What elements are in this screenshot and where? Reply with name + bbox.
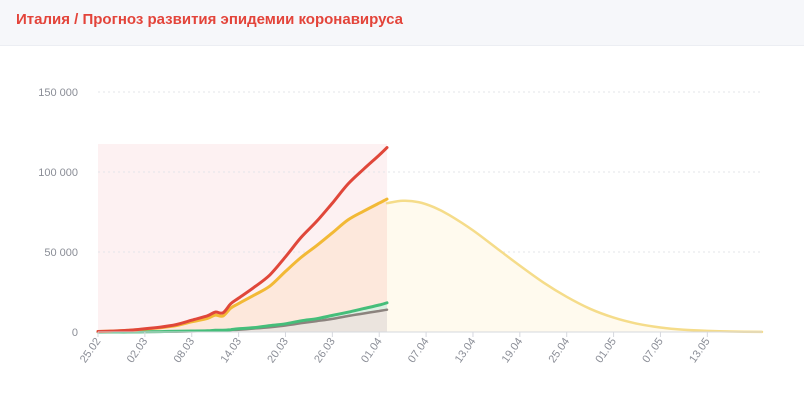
series-areas (98, 199, 762, 332)
x-tick-label: 13.04 (453, 336, 479, 365)
series-area-deaths (98, 309, 387, 332)
x-tick-label: 26.03 (312, 336, 338, 365)
grid-lines (98, 91, 762, 253)
x-tick-label: 25.04 (547, 336, 573, 365)
x-tick-label: 13.05 (687, 336, 713, 365)
x-tick-label: 08.03 (172, 336, 198, 365)
x-tick-label: 01.05 (593, 336, 619, 365)
y-axis-ticks: 0 50 000 100 000 150 000 (38, 87, 78, 339)
x-tick-label: 19.04 (500, 336, 526, 365)
x-tick-label: 14.03 (218, 336, 244, 365)
series-area-active (98, 199, 387, 332)
y-tick-label: 0 (72, 327, 78, 339)
x-tick-label: 25.02 (78, 336, 104, 365)
x-tick-label: 02.03 (125, 336, 151, 365)
y-tick-label: 50 000 (44, 247, 78, 259)
chart-header: Италия / Прогноз развития эпидемии корон… (0, 0, 804, 46)
forecast-chart: 0 50 000 100 000 150 000 25.02 02.03 08.03 14.… (38, 87, 764, 365)
chart-title: Италия / Прогноз развития эпидемии корон… (16, 11, 403, 28)
y-tick-label: 100 000 (38, 167, 78, 179)
x-tick-label: 07.05 (640, 336, 666, 365)
x-axis-ticks: 25.02 02.03 08.03 14.03 20.03 26.03 01.04 07.04… (78, 332, 713, 365)
series-area-forecast (387, 200, 762, 332)
x-tick-label: 07.04 (406, 336, 432, 365)
series-line-forecast (385, 199, 764, 334)
x-tick-label: 01.04 (359, 336, 385, 365)
y-tick-label: 150 000 (38, 87, 78, 99)
x-tick-label: 20.03 (265, 336, 291, 365)
series-line-total (96, 146, 389, 333)
